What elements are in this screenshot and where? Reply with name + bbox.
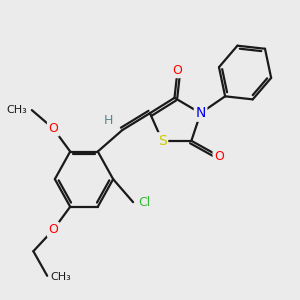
Text: CH₃: CH₃ (50, 272, 71, 282)
Text: O: O (172, 64, 182, 77)
Text: O: O (48, 223, 58, 236)
Text: Cl: Cl (139, 196, 151, 209)
Text: S: S (158, 134, 167, 148)
Text: O: O (214, 150, 224, 163)
Text: H: H (104, 114, 113, 128)
Text: N: N (195, 106, 206, 120)
Text: O: O (48, 122, 58, 135)
Text: CH₃: CH₃ (7, 105, 27, 115)
